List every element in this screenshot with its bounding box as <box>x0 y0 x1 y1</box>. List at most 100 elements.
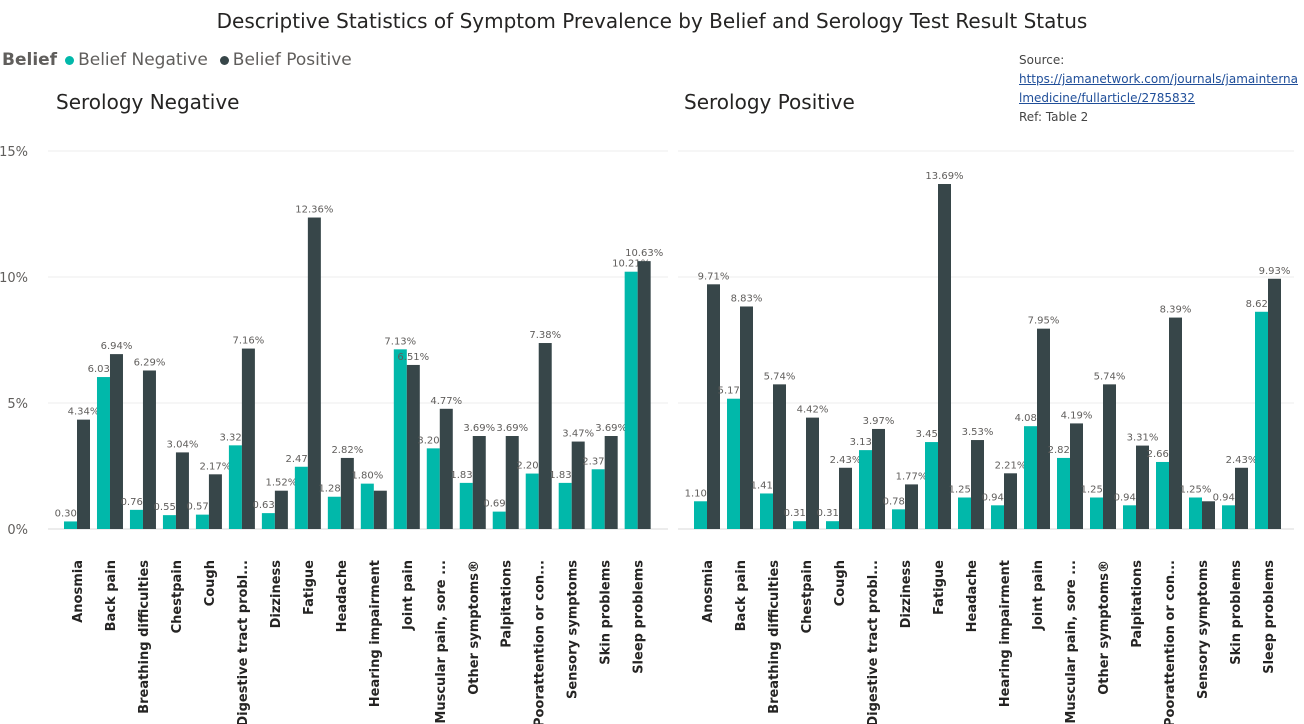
bar <box>505 436 519 529</box>
x-tick-label: Skin problems <box>1229 560 1244 665</box>
data-label: 0.31% <box>784 508 816 519</box>
bar <box>558 482 572 529</box>
data-label: 6.94% <box>101 341 133 352</box>
x-tick-label: Breathing difficulties <box>767 560 782 714</box>
data-label: 10.21% <box>612 259 650 270</box>
data-label: 1.83% <box>450 470 482 481</box>
data-label: 8.39% <box>1160 305 1192 316</box>
bar <box>1222 505 1235 529</box>
bar <box>637 261 651 529</box>
bar <box>1136 445 1149 529</box>
bar <box>195 514 209 529</box>
data-label: 2.21% <box>995 460 1027 471</box>
data-label: 2.47% <box>285 454 317 465</box>
bar <box>274 490 288 529</box>
bar <box>892 509 905 529</box>
bar <box>958 497 971 529</box>
data-label: 4.77% <box>430 396 462 407</box>
bar <box>694 501 707 529</box>
x-tick-label: Chestpain <box>170 560 185 633</box>
bar <box>971 440 984 529</box>
data-label: 3.53% <box>962 427 994 438</box>
bar <box>1037 328 1050 529</box>
data-label: 1.25% <box>1180 485 1212 496</box>
data-label: 2.66% <box>1147 449 1179 460</box>
x-tick-label: Digestive tract probl... <box>866 560 881 724</box>
data-label: 1.52% <box>265 478 297 489</box>
data-label: 6.29% <box>134 357 166 368</box>
data-label: 3.69% <box>496 423 528 434</box>
bar <box>1255 311 1268 529</box>
chart-title: Descriptive Statistics of Symptom Preval… <box>216 9 1088 33</box>
source-note: Source: https://jamanetwork.com/journals… <box>1019 51 1301 127</box>
bar <box>1057 457 1070 529</box>
data-label: 0.30% <box>55 508 87 519</box>
data-label: 2.43% <box>830 455 862 466</box>
bar <box>773 384 786 529</box>
bar <box>340 457 354 529</box>
x-tick-label: Palpitations <box>1130 560 1145 648</box>
source-link[interactable]: https://jamanetwork.com/journals/jamaint… <box>1019 72 1298 105</box>
bar <box>872 428 885 529</box>
legend-label: Belief Negative <box>78 50 208 70</box>
data-label: 9.71% <box>698 271 730 282</box>
bar <box>624 271 638 529</box>
x-tick-label: Cough <box>203 560 218 606</box>
data-label: 2.37% <box>582 456 614 467</box>
legend-dot-icon <box>65 55 75 65</box>
source-ref: Ref: Table 2 <box>1019 110 1089 124</box>
legend-item-belief-positive[interactable]: Belief Positive <box>219 50 352 70</box>
data-label: 0.69% <box>483 499 515 510</box>
bar <box>1090 497 1103 529</box>
x-tick-label: Sensory symptoms <box>566 560 581 699</box>
data-label: 2.82% <box>331 445 363 456</box>
bar <box>925 442 938 529</box>
data-label: 9.93% <box>1259 266 1291 277</box>
x-tick-label: Digestive tract probl... <box>236 560 251 724</box>
data-label: 6.51% <box>397 352 429 363</box>
bar <box>393 349 407 529</box>
data-label: 1.25% <box>1081 485 1113 496</box>
x-tick-label: Sleep problems <box>632 560 647 674</box>
x-tick-label: Hearing impairment <box>998 560 1013 707</box>
data-label: 2.82% <box>1048 445 1080 456</box>
data-label: 8.62% <box>1246 299 1278 310</box>
data-label: 10.63% <box>625 248 663 259</box>
bar <box>472 436 486 529</box>
data-label: 0.78% <box>883 496 915 507</box>
legend-dot-icon <box>219 55 229 65</box>
data-label: 3.04% <box>167 439 199 450</box>
data-label: 0.94% <box>1114 492 1146 503</box>
data-label: 3.47% <box>562 429 594 440</box>
bar <box>142 370 156 529</box>
data-label: 2.17% <box>200 461 232 472</box>
x-tick-label: Hearing impairment <box>368 560 383 707</box>
bar <box>1123 505 1136 529</box>
x-tick-label: Dizziness <box>269 560 284 629</box>
bar <box>707 284 720 529</box>
data-label: 7.13% <box>384 336 416 347</box>
panel-title-serology-negative: Serology Negative <box>56 90 240 114</box>
bar <box>406 364 420 529</box>
data-label: 3.20% <box>417 435 449 446</box>
x-tick-label: Muscular pain, sore ... <box>1064 560 1079 724</box>
bar <box>1169 317 1182 529</box>
x-tick-label: Fatigue <box>302 560 317 615</box>
bar <box>261 513 275 529</box>
bar <box>1202 501 1215 529</box>
data-label: 8.83% <box>731 293 763 304</box>
x-tick-label: Poorattention or con... <box>1163 560 1178 724</box>
data-label: 3.31% <box>1127 433 1159 444</box>
bar <box>294 466 308 529</box>
y-tick-label: 0% <box>7 523 28 538</box>
legend-label: Belief Positive <box>232 50 352 70</box>
data-label: 0.57% <box>187 502 219 513</box>
x-tick-label: Muscular pain, sore ... <box>434 560 449 724</box>
data-label: 3.45% <box>916 429 948 440</box>
y-tick-label: 10% <box>0 271 28 286</box>
bar <box>525 473 539 529</box>
legend-item-belief-negative[interactable]: Belief Negative <box>65 50 208 70</box>
data-label: 3.13% <box>850 437 882 448</box>
x-tick-label: Anosmia <box>71 560 86 623</box>
